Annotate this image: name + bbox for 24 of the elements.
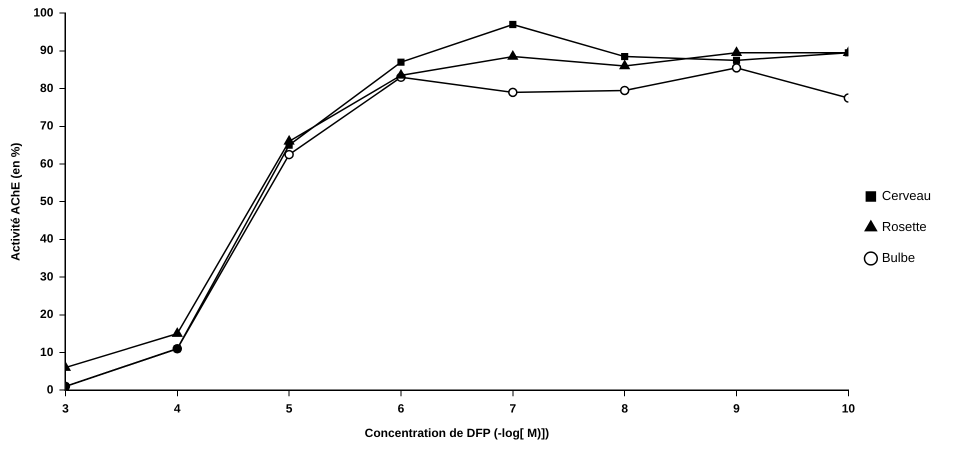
y-tick-label: 100 <box>33 6 54 20</box>
y-tick-label: 80 <box>40 80 54 95</box>
x-tick-label: 10 <box>842 402 856 416</box>
x-tick-label: 9 <box>733 402 740 416</box>
y-tick-label: 50 <box>40 194 54 208</box>
y-tick-label: 20 <box>40 307 54 322</box>
x-tick-label: 8 <box>621 402 628 416</box>
x-axis-title: Concentration de DFP (-log[ M)]) <box>364 426 550 440</box>
x-tick-label: 3 <box>62 402 70 416</box>
x-tick-label: 6 <box>398 402 405 416</box>
x-tick-label: 4 <box>174 402 181 416</box>
y-tick-label: 60 <box>40 156 54 170</box>
y-tick-label: 40 <box>40 232 54 246</box>
y-tick-label: 90 <box>40 43 54 58</box>
x-tick-label: 7 <box>509 402 516 416</box>
y-tick-label: 30 <box>40 269 54 284</box>
x-tick-label: 5 <box>286 402 293 416</box>
legend-label: Cerveau <box>882 188 932 204</box>
y-tick-label: 10 <box>40 344 54 359</box>
legend-label: Bulbe <box>882 250 916 266</box>
y-axis-title: Activité AChE (en %) <box>8 142 23 261</box>
y-tick-label: 70 <box>40 118 54 133</box>
y-tick-label: 0 <box>46 382 54 397</box>
legend-label: Rosette <box>882 219 927 234</box>
